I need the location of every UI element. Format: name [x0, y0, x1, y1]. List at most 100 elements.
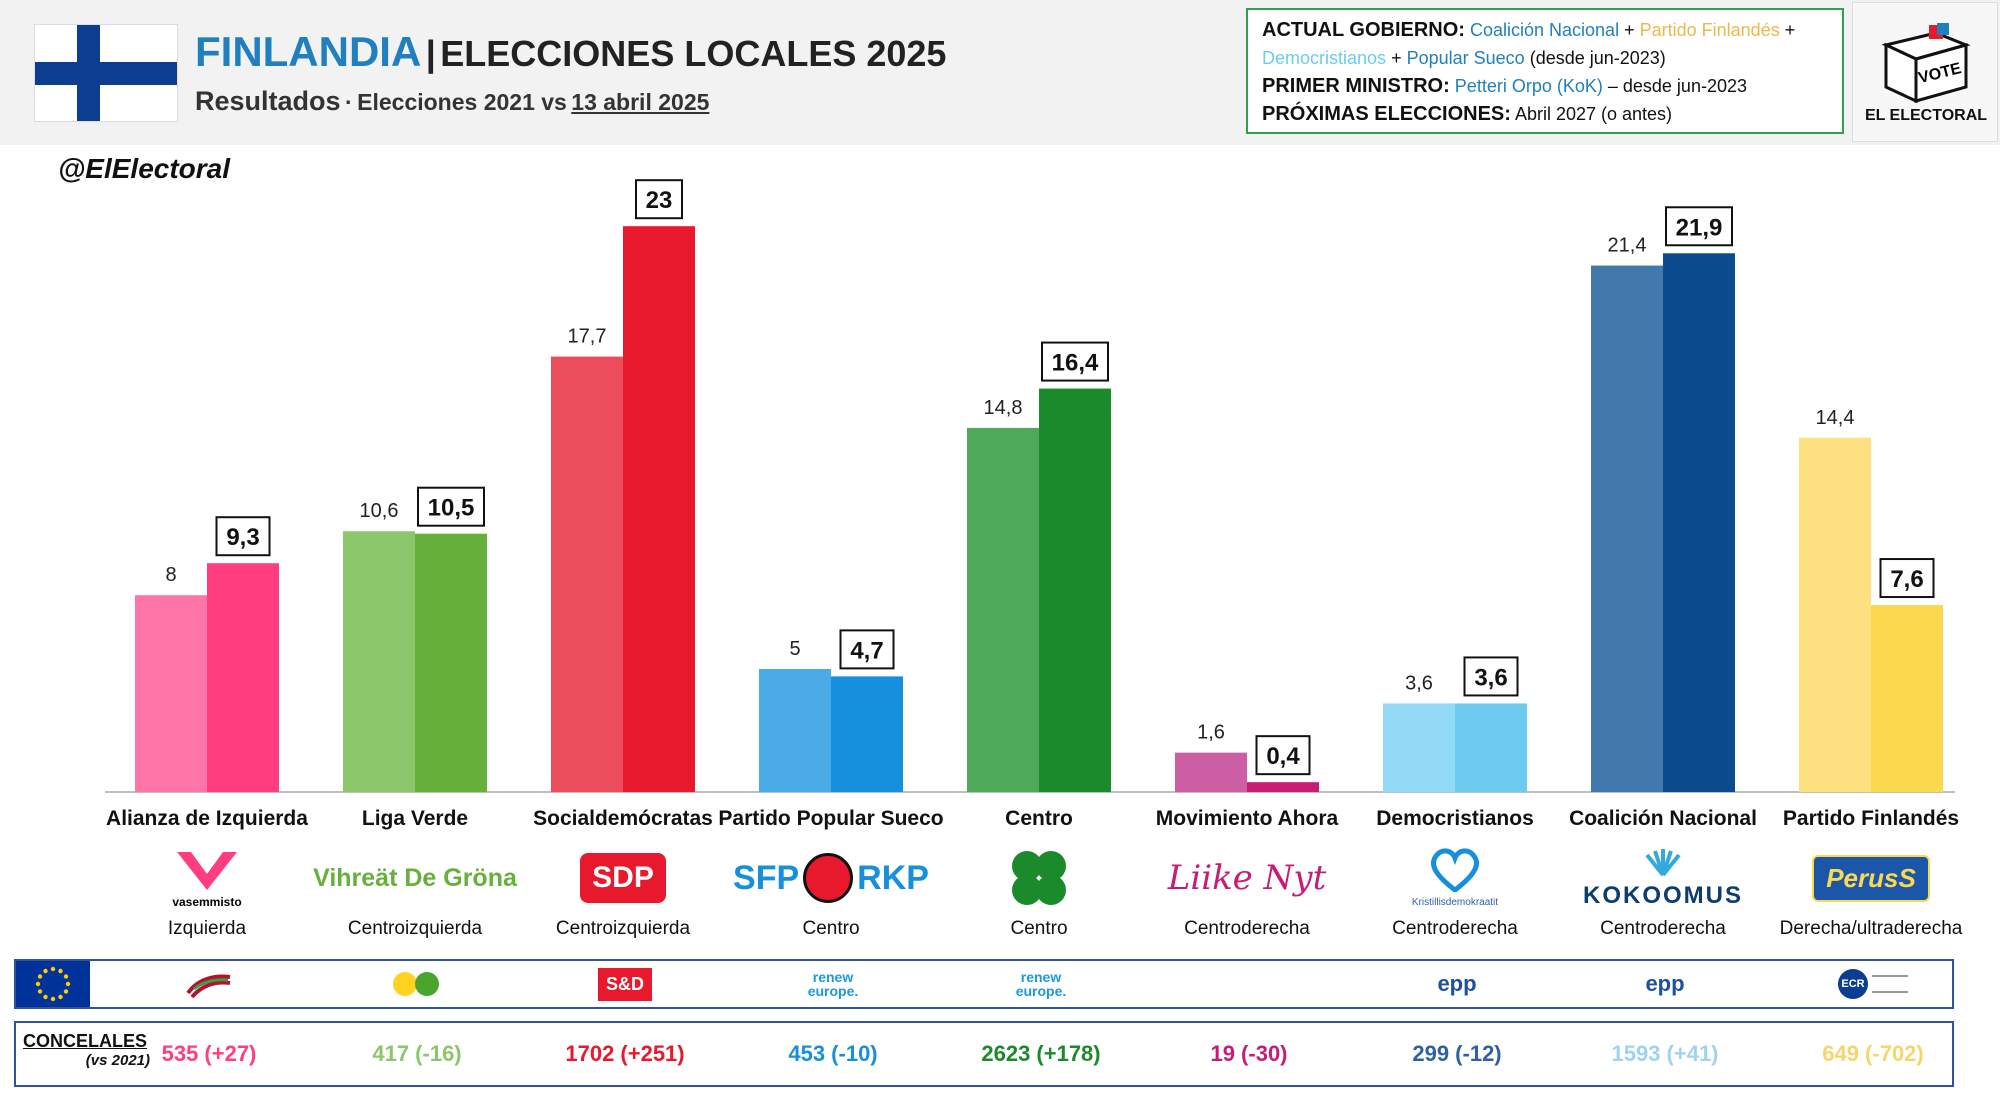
bar-2021 [967, 427, 1039, 792]
bar-2021 [135, 595, 207, 792]
epp-group-icon: epp [1645, 971, 1685, 996]
data-label-2025-box [1041, 341, 1109, 382]
party-name: Partido Finlandés [1782, 807, 1960, 830]
party-name: Liga Verde [361, 807, 469, 830]
liike-nyt-logo-icon: Liike Nyt [1167, 858, 1327, 898]
councillor-seats: 453 (-10) [788, 1041, 878, 1066]
elections-title: ELECCIONES LOCALES 2025 [440, 33, 947, 74]
councillor-seats: 417 (-16) [372, 1041, 462, 1066]
party-name: Movimiento Ahora [1155, 807, 1339, 830]
vasemmisto-logo-icon: vasemmisto [92, 846, 322, 910]
data-label-2021: 17,7 [568, 326, 607, 348]
government-line: ACTUAL GOBIERNO: Coalición Nacional + Pa… [1262, 16, 1828, 44]
eu-star-icon [63, 989, 69, 994]
eu-star-icon [50, 996, 56, 1002]
eu-star-icon [50, 966, 56, 972]
eu-flag-icon [16, 961, 90, 1007]
data-label-2021: 14,4 [1816, 407, 1855, 429]
party-name: Partido Popular Sueco [718, 807, 944, 830]
data-label-2025-box [1255, 735, 1311, 776]
government-party-2: Partido Finlandés [1639, 20, 1780, 40]
page-title: FINLANDIA | ELECCIONES LOCALES 2025 [195, 28, 946, 80]
data-label-2025-box [1879, 558, 1935, 599]
eu-star-icon [63, 974, 69, 979]
bar-2021 [1799, 437, 1871, 792]
pm-line: PRIMER MINISTRO: Petteri Orpo (KoK) – de… [1262, 72, 1828, 100]
government-party-3: Democristianos [1262, 48, 1387, 68]
kokoomus-logo-icon: KOKOOMUS [1548, 846, 1778, 910]
pm-name: Petteri Orpo (KoK) [1454, 76, 1603, 96]
party-name: Centro [1005, 807, 1073, 830]
data-label-2025: 21,9 [1676, 214, 1723, 241]
data-label-2025: 23 [646, 187, 673, 214]
twitter-handle: @ElElectoral [58, 153, 231, 184]
epp-group-icon: epp [1437, 971, 1477, 996]
bar-2025 [1039, 388, 1111, 792]
government-party-1: Coalición Nacional [1469, 20, 1620, 40]
data-label-2021: 21,4 [1608, 235, 1647, 257]
subtitle-results: Resultados [195, 86, 341, 116]
eu-star-icon [37, 974, 43, 979]
government-since: (desde jun-2023) [1529, 48, 1666, 68]
bar-2021 [759, 669, 831, 792]
sfp-rkp-logo-icon: SFP RKP [716, 846, 946, 910]
keskusta-clover-icon [924, 846, 1154, 910]
party-ideology: Centroderecha [1392, 918, 1518, 939]
councillors-row: CONCELALES (vs 2021) 535 (+27) 417 (-16) 1… [14, 1021, 1954, 1087]
country-title: FINLANDIA [195, 28, 422, 75]
bar-2021 [551, 356, 623, 792]
data-label-2025-box [215, 516, 271, 557]
data-label-2021: 5 [789, 638, 800, 660]
data-label-2025: 7,6 [1890, 566, 1923, 593]
councillors-sublabel: (vs 2021) [85, 1052, 150, 1069]
subtitle-date: 13 abril 2025 [571, 89, 710, 115]
data-label-2021: 10,6 [360, 500, 399, 522]
next-election-label: PRÓXIMAS ELECCIONES: [1262, 103, 1511, 125]
bar-2021 [1383, 703, 1455, 792]
eu-star-icon [65, 981, 71, 987]
eu-star-icon [37, 989, 43, 994]
bar-2025 [1247, 782, 1319, 792]
councillor-seats: 535 (+27) [161, 1041, 257, 1066]
councillor-seats: 1593 (+41) [1611, 1041, 1719, 1066]
bar-2021 [1591, 265, 1663, 792]
el-electoral-logo: VOTE EL ELECTORAL [1852, 2, 1998, 142]
party-ideology: Centroderecha [1600, 918, 1726, 939]
page-subtitle: Resultados · Elecciones 2021 vs 13 abril… [195, 86, 709, 117]
data-label-2021: 3,6 [1405, 672, 1433, 694]
data-label-2025: 16,4 [1052, 350, 1099, 377]
plus-1: + [1624, 20, 1635, 40]
eu-star-icon [43, 994, 48, 1000]
finland-flag-icon [34, 24, 178, 122]
party-name: Democristianos [1376, 807, 1534, 830]
councillor-seats: 1702 (+251) [565, 1041, 685, 1066]
councillor-seats: 2623 (+178) [981, 1041, 1101, 1066]
party-ideology: Centro [1010, 918, 1068, 939]
perussuomalaiset-logo-icon: PerusS [1756, 846, 1986, 910]
kd-heart-logo-icon: Kristillisdemokraatit [1340, 846, 1570, 910]
ballot-box-icon: VOTE [1881, 23, 1971, 103]
data-label-2025-box [839, 629, 895, 670]
ecr-group-icon: ECR [1758, 965, 1988, 1003]
data-label-2025: 0,4 [1266, 743, 1300, 770]
renew-group-icon: renew europe. [807, 969, 859, 999]
government-line-2: Democristianos + Popular Sueco (desde ju… [1262, 44, 1828, 72]
eu-groups-row: S&D renew europe. renew europe. epp epp ECR [14, 959, 1954, 1009]
data-label-2021: 8 [165, 564, 176, 586]
pm-label: PRIMER MINISTRO: [1262, 75, 1450, 97]
data-label-2025: 3,6 [1474, 664, 1507, 691]
none [1134, 965, 1364, 1003]
government-party-4: Popular Sueco [1406, 48, 1525, 68]
data-label-2021: 1,6 [1197, 722, 1225, 744]
title-separator: | [425, 33, 436, 74]
party-ideology: Derecha/ultraderecha [1779, 918, 1963, 939]
bar-2025 [831, 676, 903, 792]
eu-star-icon [35, 981, 41, 987]
next-election-line: PRÓXIMAS ELECCIONES: Abril 2027 (o antes… [1262, 100, 1828, 128]
bar-2025 [1455, 703, 1527, 792]
subtitle-comparison: Elecciones 2021 vs [357, 89, 567, 115]
data-label-2025-box [635, 179, 683, 220]
party-ideology: Centroizquierda [555, 918, 691, 939]
councillor-seats: 299 (-12) [1412, 1041, 1502, 1066]
sdp-logo-icon: SDP [508, 846, 738, 910]
